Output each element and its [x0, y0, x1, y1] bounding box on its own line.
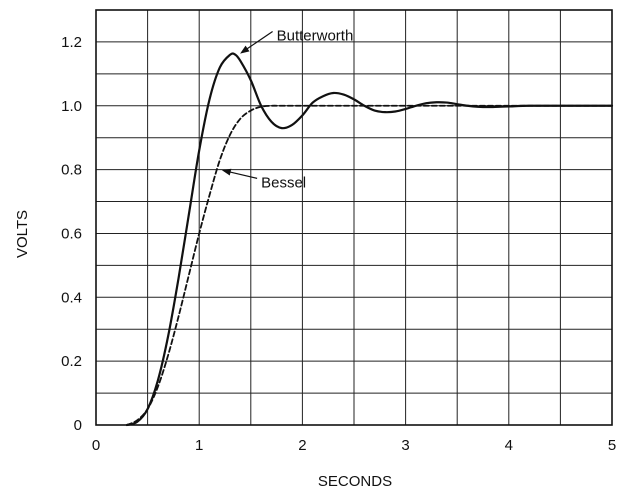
- x-tick-label: 2: [298, 437, 306, 454]
- annotation-leader-bessel: [228, 171, 258, 179]
- series-line-bessel: [126, 104, 613, 426]
- series-line-butterworth: [125, 52, 614, 427]
- grid: [95, 9, 613, 426]
- y-tick-label: 1.2: [61, 34, 82, 51]
- annotation-arrowhead-bessel: [221, 168, 232, 176]
- y-axis-label: VOLTS: [14, 210, 31, 258]
- y-tick-label: 0: [74, 417, 82, 434]
- annotation-leader-butterworth: [245, 31, 273, 51]
- y-tick-label: 1.0: [61, 98, 82, 115]
- y-tick-label: 0.8: [61, 162, 82, 179]
- x-tick-label: 3: [401, 437, 409, 454]
- x-axis-label: SECONDS: [318, 473, 392, 490]
- annotation-label-bessel: Bessel: [261, 174, 306, 191]
- x-tick-label: 0: [92, 437, 100, 454]
- tick-labels: 0 1 2 3 4 5 0 0.2 0.4 0.6 0.8 1.0 1.2: [61, 34, 616, 454]
- x-tick-label: 4: [505, 437, 513, 454]
- annotations: Butterworth Bessel: [221, 28, 354, 191]
- annotation-arrowhead-butterworth: [240, 45, 250, 54]
- plot-frame: [95, 9, 613, 426]
- x-tick-label: 1: [195, 437, 203, 454]
- curves: [125, 52, 614, 427]
- y-tick-label: 0.4: [61, 289, 82, 306]
- x-tick-label: 5: [608, 437, 616, 454]
- annotation-label-butterworth: Butterworth: [277, 28, 354, 45]
- y-tick-label: 0.2: [61, 353, 82, 370]
- y-tick-label: 0.6: [61, 225, 82, 242]
